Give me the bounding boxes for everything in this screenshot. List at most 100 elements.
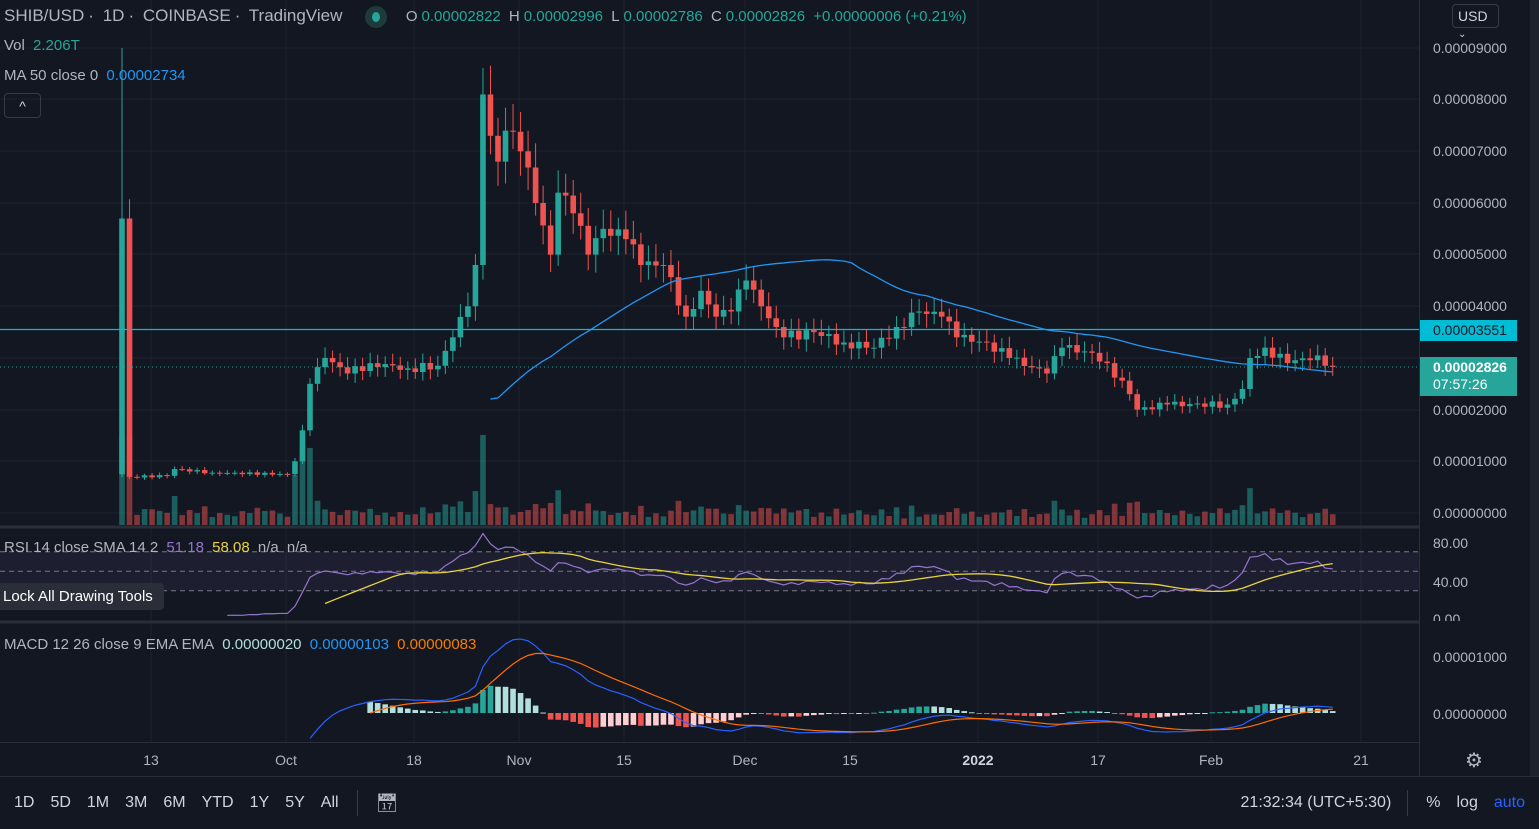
- time-axis-label: 21: [1353, 752, 1369, 768]
- volume-bar: [525, 510, 531, 525]
- candle-body: [705, 290, 712, 305]
- collapse-legend-button[interactable]: ^: [4, 93, 41, 118]
- settings-gear-icon[interactable]: ⚙: [1465, 750, 1483, 772]
- candle-body: [299, 430, 306, 462]
- macd-histogram-bar: [502, 686, 509, 713]
- candle-body: [262, 472, 268, 475]
- range-ytd[interactable]: YTD: [201, 794, 234, 811]
- volume-bar: [893, 507, 900, 525]
- candle-body: [186, 469, 193, 472]
- candle-body: [780, 326, 787, 338]
- range-all[interactable]: All: [320, 794, 339, 811]
- candle-body: [1322, 355, 1328, 366]
- candle-body: [765, 306, 772, 319]
- macd-histogram-bar: [886, 710, 892, 713]
- volume-bar: [359, 512, 366, 525]
- lock-drawing-tools-tooltip: Lock All Drawing Tools: [0, 583, 164, 610]
- macd-histogram-bar: [1164, 713, 1171, 717]
- macd-histogram-bar: [532, 705, 539, 713]
- volume-bar: [1179, 510, 1186, 525]
- macd-histogram-bar: [833, 713, 840, 715]
- candle-body: [1232, 398, 1238, 405]
- source: TradingView: [248, 6, 343, 26]
- macd-histogram-bar: [1329, 711, 1336, 713]
- volume-bar: [675, 500, 682, 525]
- candle-body: [337, 362, 343, 368]
- volume-bar: [329, 511, 336, 525]
- volume-bar: [1329, 514, 1336, 525]
- time-axis[interactable]: 13 Oct 18 Nov 15 Dec 15 2022 17 Feb 21: [0, 742, 1419, 776]
- macd-histogram-bar: [412, 709, 419, 713]
- time-axis-label: Dec: [732, 752, 758, 768]
- macd-histogram-bar: [630, 713, 637, 725]
- candle-body: [1329, 365, 1336, 367]
- candle-body: [1014, 357, 1020, 359]
- log-toggle[interactable]: log: [1456, 794, 1478, 811]
- chart-canvas[interactable]: [0, 0, 1419, 742]
- macd-histogram-bar: [457, 708, 464, 713]
- interval[interactable]: 1D: [102, 6, 125, 26]
- candle-body: [833, 334, 840, 345]
- macd-histogram-bar: [1224, 711, 1231, 713]
- volume-bar: [337, 514, 343, 525]
- volume-bar: [389, 516, 396, 525]
- macd-histogram-bar: [1036, 713, 1043, 717]
- clock[interactable]: 21:32:34 (UTC+5:30): [1240, 794, 1392, 811]
- macd-histogram-bar: [540, 712, 546, 714]
- volume-bar: [1104, 515, 1110, 525]
- volume-bar: [1194, 516, 1201, 525]
- macd-histogram-bar: [908, 707, 915, 713]
- candle-body: [179, 469, 185, 471]
- percent-toggle[interactable]: %: [1426, 794, 1441, 811]
- range-1y[interactable]: 1Y: [249, 794, 270, 811]
- price-axis[interactable]: USD ⌄ 0.00009000 0.00008000 0.00007000 0.00…: [1419, 0, 1530, 776]
- volume-bar: [765, 508, 772, 525]
- auto-toggle[interactable]: auto: [1493, 794, 1525, 811]
- macd-histogram-bar: [923, 706, 930, 713]
- volume-bar: [239, 511, 246, 525]
- volume-bar: [1314, 512, 1321, 525]
- currency-select[interactable]: USD ⌄: [1452, 4, 1499, 40]
- candle-body: [359, 366, 366, 371]
- range-5y[interactable]: 5Y: [285, 794, 305, 811]
- price-axis-label: 0.00000000: [1433, 505, 1507, 521]
- volume-bar: [803, 509, 810, 525]
- range-5d[interactable]: 5D: [50, 794, 71, 811]
- macd-histogram-bar: [653, 713, 659, 726]
- candle-body: [984, 341, 990, 343]
- candle-body: [938, 311, 945, 317]
- hline-price-tag: 0.00003551: [1420, 320, 1517, 341]
- volume-bar: [1187, 513, 1193, 525]
- macd-histogram-bar: [713, 713, 719, 723]
- macd-histogram-bar: [765, 713, 772, 715]
- volume-bar: [352, 510, 358, 525]
- range-3m[interactable]: 3M: [125, 794, 148, 811]
- volume-bar: [1119, 515, 1125, 525]
- macd-histogram-bar: [848, 713, 855, 714]
- candle-body: [1172, 401, 1178, 405]
- candle-body: [149, 475, 155, 478]
- volume-bar: [713, 508, 719, 525]
- bar-countdown: 07:57:26: [1433, 376, 1488, 392]
- candle-body: [1179, 401, 1186, 407]
- macd-histogram-bar: [600, 713, 607, 727]
- macd-histogram-bar: [826, 713, 832, 715]
- range-1m[interactable]: 1M: [86, 794, 110, 811]
- macd-legend: MACD 12 26 close 9 EMA EMA 0.00000020 0.…: [4, 636, 477, 653]
- macd-histogram-bar: [999, 713, 1005, 715]
- volume-bar: [728, 514, 734, 525]
- scrollbar[interactable]: [1530, 0, 1539, 776]
- volume-bar: [232, 516, 238, 525]
- range-1d[interactable]: 1D: [14, 794, 35, 811]
- price-axis-label: 0.00006000: [1433, 195, 1507, 211]
- volume-bar: [1066, 515, 1073, 525]
- macd-histogram-bar: [1149, 713, 1156, 719]
- volume-bar: [600, 510, 607, 525]
- candle-body: [374, 363, 381, 368]
- range-6m[interactable]: 6M: [163, 794, 186, 811]
- volume-bar: [720, 513, 727, 525]
- go-to-date-icon[interactable]: 📅︎: [375, 792, 399, 813]
- volume-bar: [863, 514, 870, 525]
- candle-body: [675, 277, 682, 306]
- time-axis-label: 18: [406, 752, 422, 768]
